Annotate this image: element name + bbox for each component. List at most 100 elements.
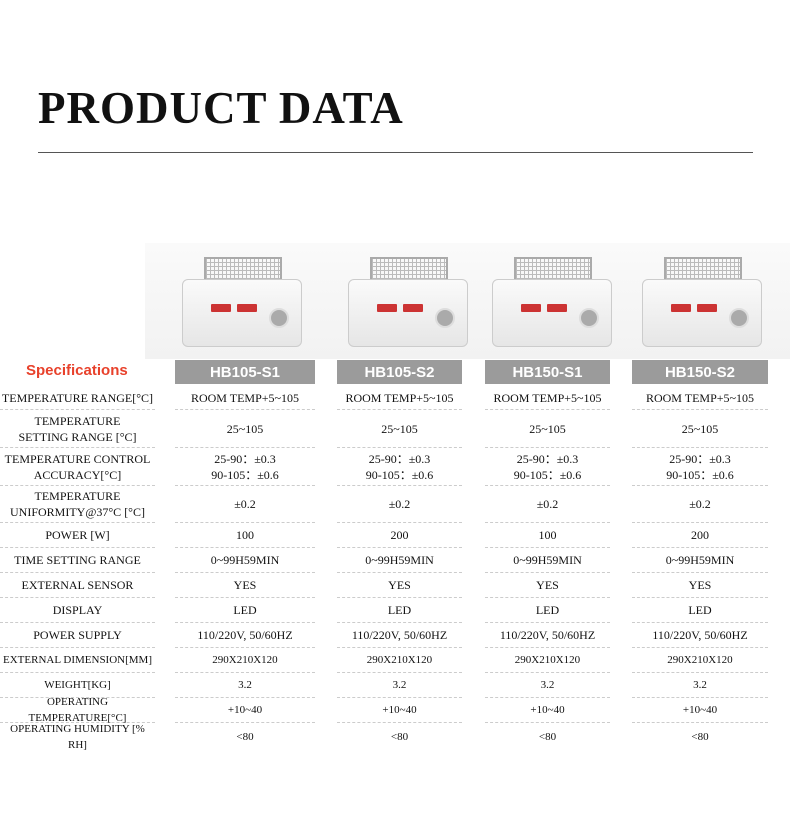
row-value: 110/220V, 50/60HZ [175,623,315,648]
model-header: HB105-S2 [337,360,462,384]
device-body [642,279,762,347]
row-value: 3.2 [175,673,315,698]
row-label: TEMPERATURE RANGE[°C] [0,387,155,410]
row-value: 290X210X120 [175,648,315,673]
row-value: ±0.2 [175,486,315,523]
display-icon [403,304,423,312]
row-value: 25-90：±0.3 90-105：±0.6 [632,448,768,486]
row-value: LED [485,598,610,623]
row-value: YES [175,573,315,598]
row-value: 0~99H59MIN [485,548,610,573]
table-row: POWER [W] 100 200 100 200 [0,523,790,548]
knob-icon [579,308,599,328]
table-row: TEMPERATURE CONTROL ACCURACY[°C] 25-90：±0… [0,448,790,486]
row-value: <80 [538,730,557,743]
row-value: 110/220V, 50/60HZ [485,623,610,648]
row-label: TEMPERATURE SETTING RANGE [°C] [0,410,155,448]
row-value: 290X210X120 [485,648,610,673]
row-value: 200 [632,523,768,548]
row-value: 100 [175,523,315,548]
row-value: +10~40 [485,698,610,723]
row-value: 0~99H59MIN [632,548,768,573]
model-header: HB150-S1 [485,360,610,384]
row-label: POWER SUPPLY [0,623,155,648]
row-value: YES [632,573,768,598]
row-value: LED [632,598,768,623]
row-value: <80 [691,730,709,743]
table-row: TEMPERATURE SETTING RANGE [°C] 25~105 25~1… [0,410,790,448]
table-row: TEMPERATURE UNIFORMITY@37°C [°C] ±0.2 ±0.2… [0,486,790,523]
row-value: ±0.2 [485,486,610,523]
row-label: TEMPERATURE CONTROL ACCURACY[°C] [0,448,155,486]
row-value: YES [337,573,462,598]
row-value: 290X210X120 [632,648,768,673]
display-icon [697,304,717,312]
product-image-hb150-s1 [492,257,612,349]
row-value: ROOM TEMP+5~105 [175,387,315,410]
row-label: EXTERNAL DIMENSION[MM] [0,648,155,673]
display-icon [377,304,397,312]
row-value: 0~99H59MIN [175,548,315,573]
product-image-hb105-s2 [348,257,468,349]
row-value: +10~40 [337,698,462,723]
table-row: TIME SETTING RANGE 0~99H59MIN 0~99H59MIN 0~… [0,548,790,573]
row-value: 25~105 [632,410,768,448]
display-icon [211,304,231,312]
table-row: WEIGHT[KG] 3.2 3.2 3.2 3.2 [0,673,790,698]
row-value: 3.2 [337,673,462,698]
table-row: TEMPERATURE RANGE[°C] ROOM TEMP+5~105 ROOM… [0,387,790,410]
row-value: 110/220V, 50/60HZ [337,623,462,648]
row-value: <80 [236,730,254,743]
page-title: PRODUCT DATA [38,83,404,133]
model-header: HB150-S2 [632,360,768,384]
row-value: <80 [390,730,409,743]
row-label: OPERATING HUMIDITY [% RH] [10,722,145,751]
row-value: 0~99H59MIN [337,548,462,573]
row-value: 25-90：±0.3 90-105：±0.6 [337,448,462,486]
model-header: HB105-S1 [175,360,315,384]
row-label: POWER [W] [0,523,155,548]
table-row: DISPLAY LED LED LED LED [0,598,790,623]
row-value: 290X210X120 [337,648,462,673]
row-value: ROOM TEMP+5~105 [632,387,768,410]
row-value: 3.2 [485,673,610,698]
row-value: +10~40 [632,698,768,723]
row-value: 25-90：±0.3 90-105：±0.6 [175,448,315,486]
row-value: ±0.2 [337,486,462,523]
row-label: TIME SETTING RANGE [0,548,155,573]
row-value: 100 [485,523,610,548]
row-value: 25-90：±0.3 90-105：±0.6 [485,448,610,486]
row-label: WEIGHT[KG] [0,673,155,698]
row-label: DISPLAY [0,598,155,623]
row-value: 25~105 [337,410,462,448]
row-value: ±0.2 [632,486,768,523]
row-value: YES [485,573,610,598]
display-icon [547,304,567,312]
product-image-hb105-s1 [182,257,302,349]
row-value: 25~105 [485,410,610,448]
row-value: ROOM TEMP+5~105 [337,387,462,410]
product-image-hb150-s2 [642,257,762,349]
specifications-heading: Specifications [26,362,128,379]
row-value: LED [337,598,462,623]
knob-icon [729,308,749,328]
table-row: EXTERNAL DIMENSION[MM] 290X210X120 290X210… [0,648,790,673]
display-icon [521,304,541,312]
device-body [492,279,612,347]
row-value: 110/220V, 50/60HZ [632,623,768,648]
device-body [182,279,302,347]
table-row: EXTERNAL SENSOR YES YES YES YES [0,573,790,598]
product-photos [145,243,790,359]
row-label: OPERATING TEMPERATURE[°C] [0,696,155,724]
device-body [348,279,468,347]
table-row: OPERATING TEMPERATURE[°C] +10~40 +10~40 +10… [0,696,790,724]
title-divider [38,152,753,153]
table-row: POWER SUPPLY 110/220V, 50/60HZ 110/220V, 5… [0,623,790,648]
row-label: EXTERNAL SENSOR [0,573,155,598]
knob-icon [435,308,455,328]
row-value: 200 [337,523,462,548]
row-value: 25~105 [175,410,315,448]
display-icon [237,304,257,312]
row-value: ROOM TEMP+5~105 [485,387,610,410]
table-row: OPERATING HUMIDITY [% RH] <80 <80 <80 <80 [0,722,790,751]
